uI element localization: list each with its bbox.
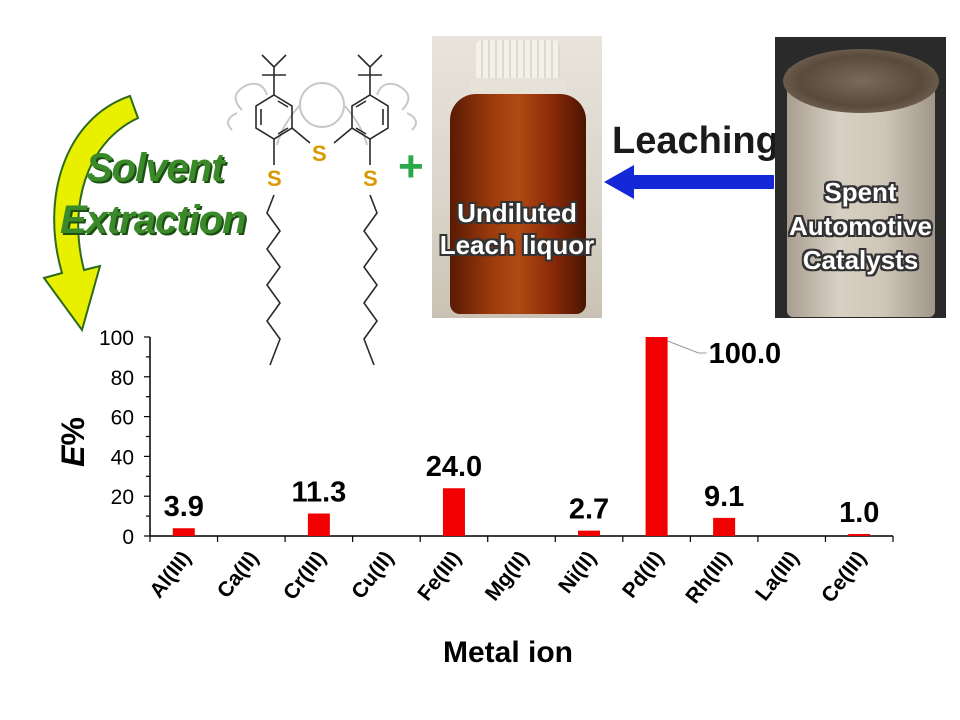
data-label: 24.0 [426,451,482,483]
data-label: 1.0 [839,497,879,529]
y-axis-label-unit: % [55,417,91,445]
data-label: 9.1 [704,481,744,513]
y-axis-label: E% [55,417,91,467]
x-tick-label: Mg(II) [481,547,534,605]
x-tick-label: Cu(II) [347,547,398,603]
y-tick-label: 80 [111,367,134,390]
data-label: 100.0 [709,338,782,370]
extraction-bar-chart: 0 20 40 60 80 100 Al(III) Ca(II) Cr(III) Cu(II) Fe… [55,327,894,669]
x-tick-label: Ni(II) [554,547,601,598]
x-tick-label: Rh(III) [681,547,736,608]
y-tick-label: 20 [111,486,134,509]
y-axis-label-main: E [55,444,91,467]
y-tick-label: 40 [111,446,134,469]
bar-Pd(II) [645,337,668,536]
leaching-label: Leaching [612,120,779,162]
bar-Ce(III) [848,534,871,536]
catalyst-top [783,49,939,113]
bar-Al(III) [172,528,195,536]
sulfur-atom-left: S [266,166,283,191]
x-tick-label: Ca(II) [213,547,263,603]
x-tick-label: Cr(III) [279,547,331,604]
x-tick-label: Pd(II) [618,547,668,603]
bar-Fe(III) [442,488,465,536]
bottle-neck [470,78,566,98]
liquor-label-line1: Undiluted [457,198,577,228]
x-tick-label: Ce(III) [817,547,871,607]
bar-Rh(III) [713,517,736,536]
plus-sign: + [398,142,424,191]
sulfur-atom-right: S [362,166,379,191]
bottle-cap [476,40,560,80]
extraction-line2: Extraction [60,198,247,242]
data-label: 2.7 [569,494,609,526]
spent-catalyst-photo: Spent Automotive Catalysts [775,37,946,318]
leach-liquor-photo: Undiluted Leach liquor [432,36,602,318]
catalyst-label-line3: Catalysts [802,245,919,275]
bottle-body [450,94,586,314]
leaching-arrow-icon [604,165,774,199]
bar-Cr(III) [307,513,330,536]
sulfur-atom-bridge: S [311,141,328,166]
catalyst-label-line2: Automotive [789,211,932,241]
y-tick-label: 60 [111,407,134,430]
curved-arrow-icon [42,94,140,333]
data-label: 3.9 [164,491,204,523]
extractant-structure [227,54,417,366]
data-label-leader [667,340,707,354]
x-tick-label: Fe(III) [413,547,466,605]
y-tick-label: 100 [99,327,134,350]
liquor-label-line2: Leach liquor [439,230,595,260]
catalyst-label-line1: Spent [824,177,897,207]
y-tick-label: 0 [122,526,134,549]
x-axis-label: Metal ion [443,636,573,669]
x-tick-label: Al(III) [145,547,195,603]
extraction-line1: Solvent [86,146,224,190]
data-label: 11.3 [291,477,346,509]
bar-Ni(II) [578,530,601,536]
x-tick-label: La(III) [751,547,804,605]
